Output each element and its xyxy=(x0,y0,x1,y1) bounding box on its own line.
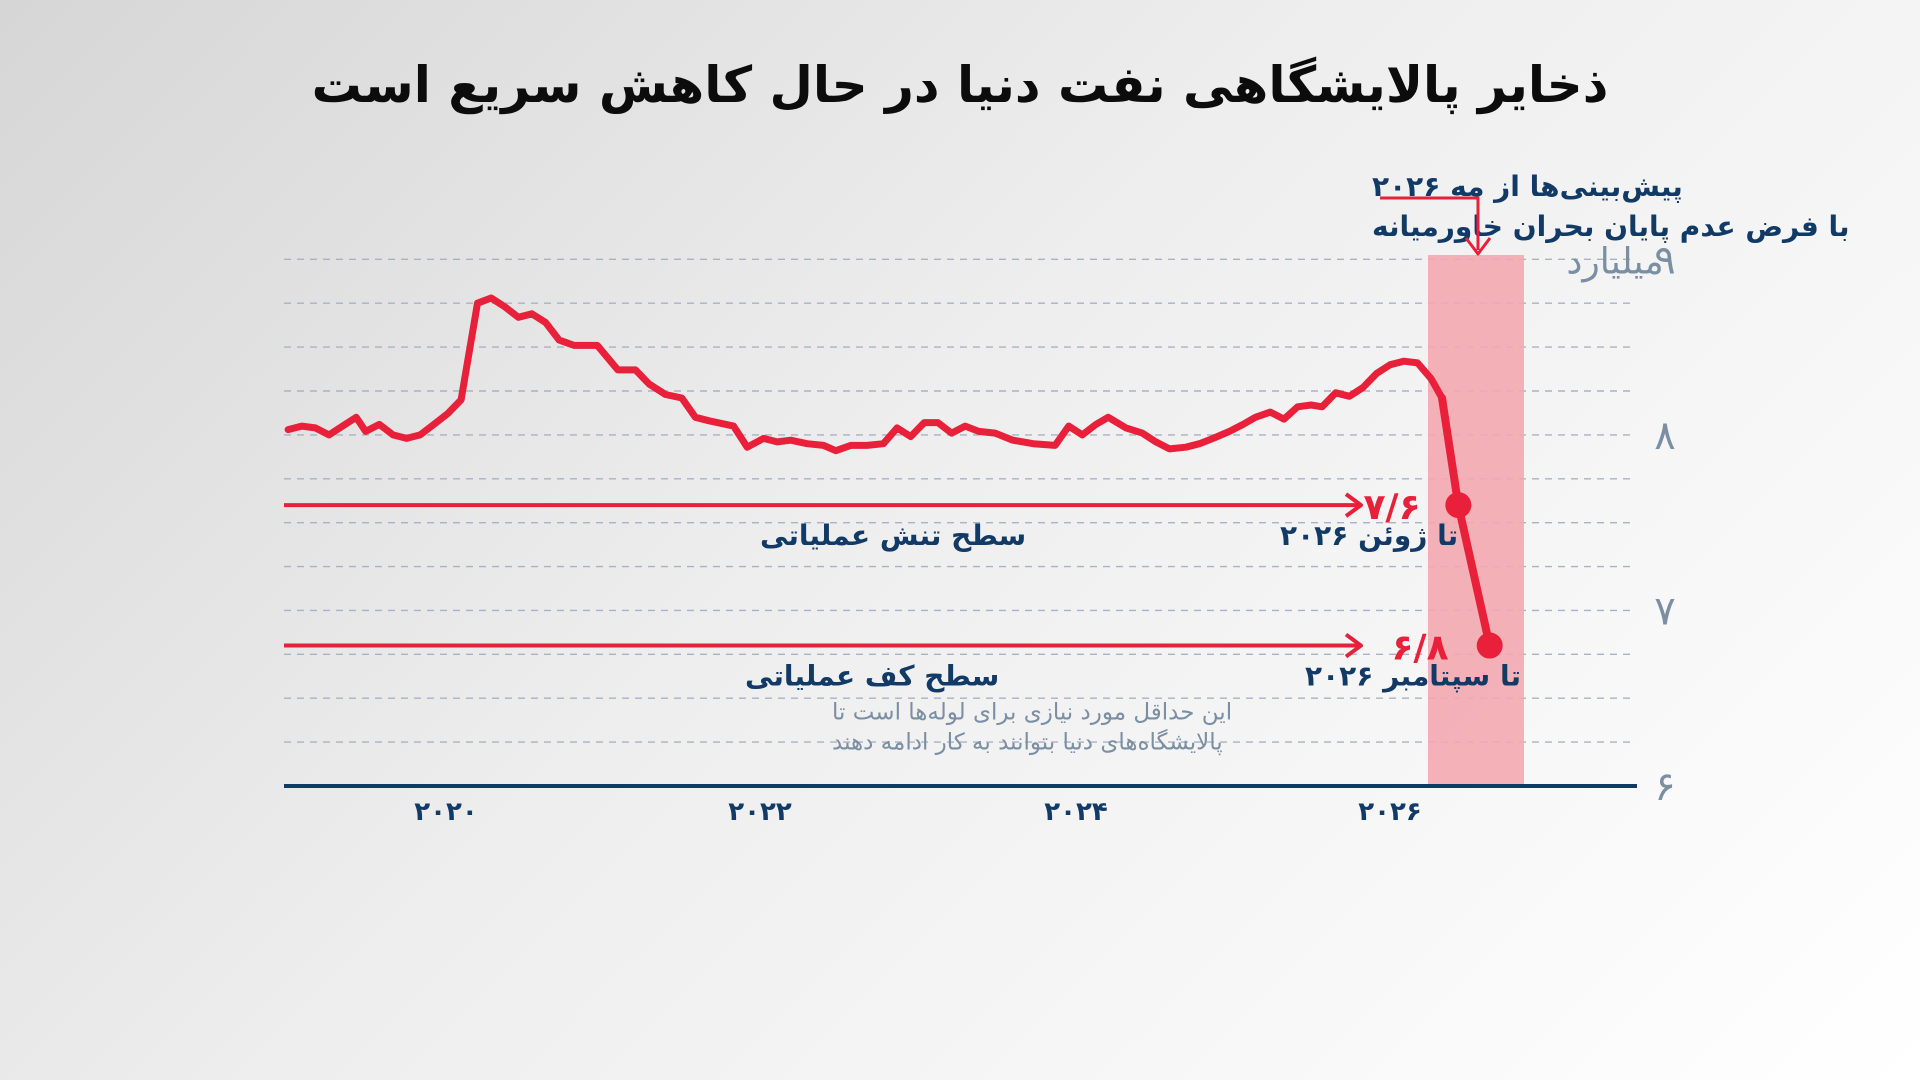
marker-value: ۷/۶ xyxy=(1363,487,1420,528)
forecast-arrowhead xyxy=(1464,237,1492,256)
forecast-band xyxy=(1428,255,1524,786)
y-axis-unit: میلیارد xyxy=(1566,241,1663,282)
y-tick-label: ۶ xyxy=(1654,764,1675,810)
marker-dot xyxy=(1476,632,1503,659)
markers: ۷/۶تا ژوئن ۲۰۲۶ سطح تنش عملیاتی ۶/۸تا سپتا… xyxy=(745,487,1521,755)
y-tick-label: ۸ xyxy=(1654,413,1675,459)
level-arrowhead xyxy=(1344,632,1363,659)
grid-lines xyxy=(284,258,1635,743)
marker-date-label: تا ژوئن ۲۰۲۶ xyxy=(1280,519,1458,552)
y-tick-label: ۹ xyxy=(1654,237,1675,283)
marker-level-label: سطح تنش عملیاتی xyxy=(760,519,1026,552)
marker-level-label: سطح کف عملیاتی xyxy=(745,660,999,693)
marker-date-label: تا سپتامبر ۲۰۲۶ xyxy=(1305,660,1521,693)
x-tick-label: ۲۰۲۰ xyxy=(414,797,477,827)
forecast-arrow-line xyxy=(1380,196,1480,250)
marker-value: ۶/۸ xyxy=(1391,628,1448,669)
x-tick-label: ۲۰۲۴ xyxy=(1044,797,1107,827)
y-tick-label: ۷ xyxy=(1654,588,1675,634)
level-arrows xyxy=(284,492,1363,659)
x-tick-label: ۲۰۲۶ xyxy=(1358,797,1421,827)
x-axis-ticks: ۲۰۲۰ ۲۰۲۲ ۲۰۲۴ ۲۰۲۶ xyxy=(414,797,1421,827)
forecast-note-line: با فرض عدم پایان بحران خاورمیانه xyxy=(1372,210,1850,243)
marker-note-line: این حداقل مورد نیازی برای لوله‌ها است تا xyxy=(832,700,1232,726)
marker-dot xyxy=(1445,492,1472,519)
marker-note-line: پالایشگاه‌های دنیا بتوانند به کار ادامه … xyxy=(832,729,1223,756)
y-axis-ticks: ۹ ۸ ۷ ۶ xyxy=(1654,237,1675,810)
level-arrowhead xyxy=(1344,492,1363,518)
series-line xyxy=(284,294,1446,455)
x-tick-label: ۲۰۲۲ xyxy=(728,797,792,827)
chart-title: ذخایر پالایشگاهی نفت دنیا در حال کاهش سر… xyxy=(311,56,1609,114)
